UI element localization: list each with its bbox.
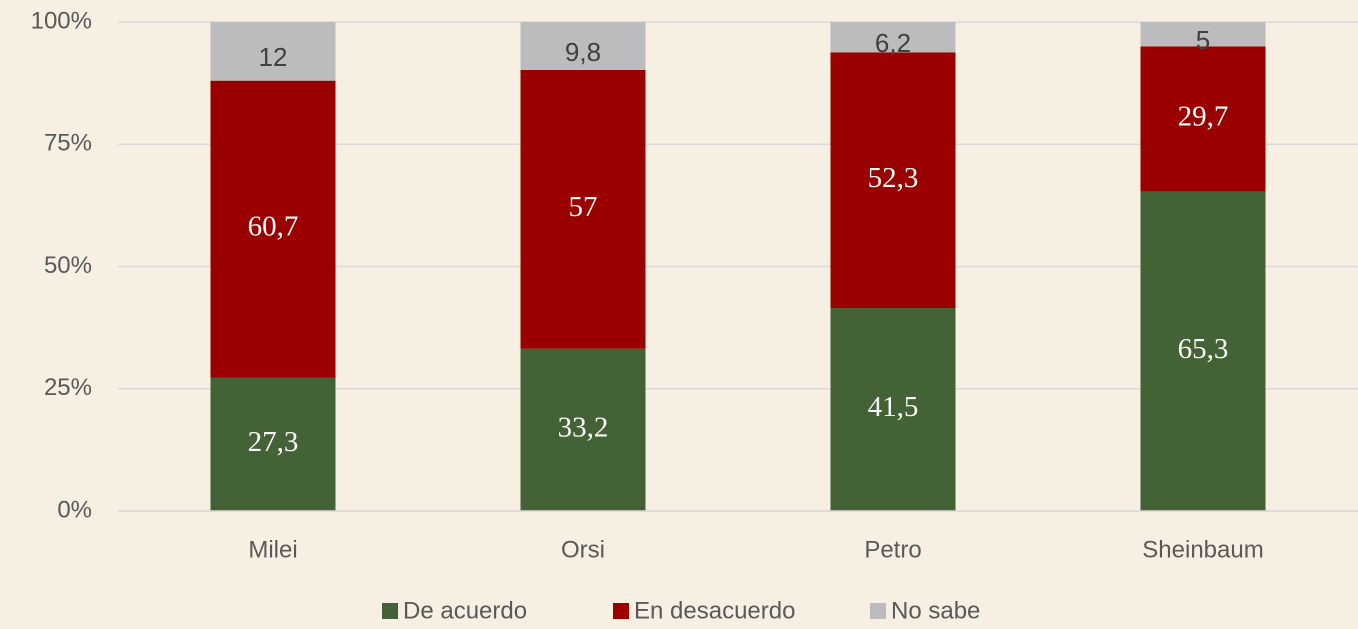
data-label: 6,2: [875, 28, 911, 58]
x-tick-label: Orsi: [561, 536, 605, 563]
data-label: 12: [259, 42, 288, 72]
bar-segment: [520, 348, 646, 511]
y-tick-label: 50%: [44, 252, 92, 279]
legend-swatch: [382, 603, 398, 619]
legend-label: No sabe: [891, 597, 980, 624]
legend-label: En desacuerdo: [634, 597, 795, 624]
y-tick-label: 25%: [44, 374, 92, 401]
x-tick-label: Sheinbaum: [1142, 536, 1263, 563]
bar-segment: [830, 308, 956, 511]
y-tick-label: 0%: [57, 496, 92, 523]
data-label: 29,7: [1178, 101, 1229, 133]
bar-segment: [830, 22, 956, 53]
bar-segment: [1140, 191, 1266, 512]
data-label: 9,8: [565, 37, 601, 67]
bar-segment: [1140, 22, 1266, 47]
bar-segment: [210, 377, 336, 511]
bar-segment: [210, 80, 336, 378]
legend-swatch: [870, 603, 886, 619]
legend-label: De acuerdo: [403, 597, 527, 624]
y-tick-label: 75%: [44, 130, 92, 157]
data-label: 5: [1196, 25, 1210, 55]
data-label: 65,3: [1178, 333, 1229, 365]
data-label: 27,3: [248, 426, 299, 458]
bar-segment: [210, 22, 336, 81]
y-tick-label: 100%: [31, 7, 92, 34]
bar-segment: [1140, 46, 1266, 192]
data-label: 52,3: [868, 162, 919, 194]
data-label: 33,2: [558, 411, 609, 443]
bar-segment: [520, 22, 646, 70]
bar-segment: [520, 69, 646, 349]
bar-segment: [830, 52, 956, 309]
data-label: 57: [569, 191, 598, 223]
data-label: 60,7: [248, 211, 299, 243]
data-label: 41,5: [868, 391, 919, 423]
legend-swatch: [613, 603, 629, 619]
x-tick-label: Milei: [248, 536, 297, 563]
x-tick-label: Petro: [864, 536, 921, 563]
